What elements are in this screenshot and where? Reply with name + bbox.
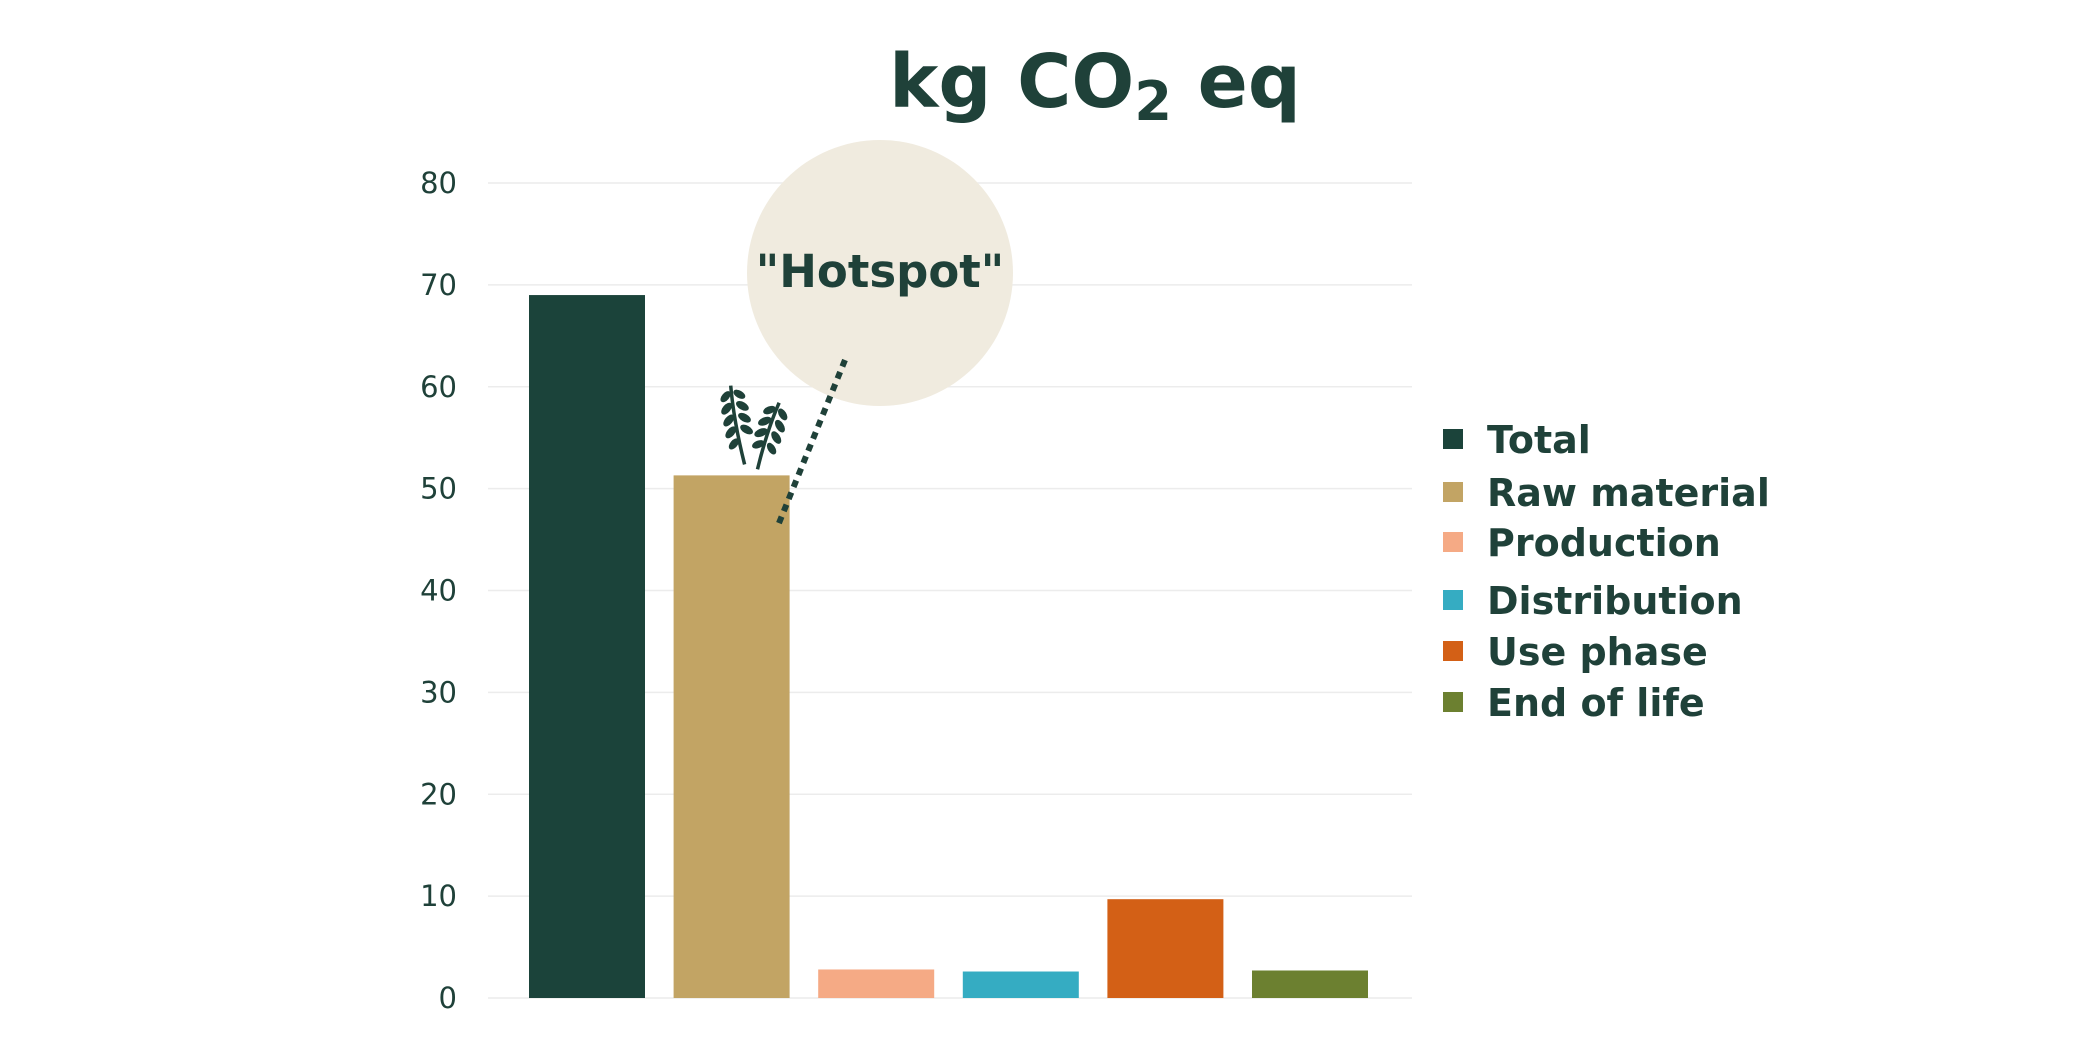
legend-swatch-raw-material — [1443, 482, 1463, 502]
bar-production — [818, 969, 935, 998]
wheat-icon — [720, 385, 788, 470]
chart-title-subscript: 2 — [1134, 70, 1172, 133]
bar-distribution — [962, 971, 1079, 998]
bar-use-phase — [1107, 899, 1224, 998]
hotspot-bubble — [747, 140, 1013, 406]
bar-total — [529, 295, 645, 998]
y-tick-label: 70 — [420, 268, 457, 302]
legend-swatch-end-of-life — [1443, 692, 1463, 712]
bar-end-of-life — [1252, 970, 1368, 998]
legend-label-end-of-life: End of life — [1487, 681, 1705, 725]
y-tick-label: 50 — [420, 472, 457, 506]
legend-label-total: Total — [1487, 418, 1591, 462]
y-tick-label: 10 — [420, 879, 457, 913]
legend-swatch-production — [1443, 532, 1463, 552]
chart-title: kg CO2 eq — [889, 39, 1301, 133]
legend-label-production: Production — [1487, 521, 1721, 565]
chart-title-main: kg CO — [889, 39, 1134, 125]
legend-swatch-distribution — [1443, 590, 1463, 610]
legend-label-raw-material: Raw material — [1487, 471, 1770, 515]
legend-label-distribution: Distribution — [1487, 579, 1743, 623]
y-tick-label: 20 — [420, 777, 457, 811]
hotspot-label: "Hotspot" — [756, 245, 1004, 298]
chart-title-suffix: eq — [1172, 39, 1301, 125]
legend-swatch-use-phase — [1443, 641, 1463, 661]
y-axis-ticks: 0 10 20 30 40 50 60 70 80 — [420, 166, 457, 1015]
y-tick-label: 0 — [439, 981, 457, 1015]
legend-swatch-total — [1443, 429, 1463, 449]
bars — [529, 295, 1368, 999]
legend-label-use-phase: Use phase — [1487, 630, 1708, 674]
legend: Total Raw material Production Distribution U… — [1443, 418, 1770, 725]
y-tick-label: 60 — [420, 370, 457, 404]
y-tick-label: 80 — [420, 166, 457, 200]
y-tick-label: 40 — [420, 574, 457, 608]
hotspot-annotation: "Hotspot" — [720, 245, 1004, 530]
hotspot-leader-line — [774, 358, 848, 530]
y-tick-label: 30 — [420, 675, 457, 709]
bar-raw-material — [673, 475, 790, 999]
